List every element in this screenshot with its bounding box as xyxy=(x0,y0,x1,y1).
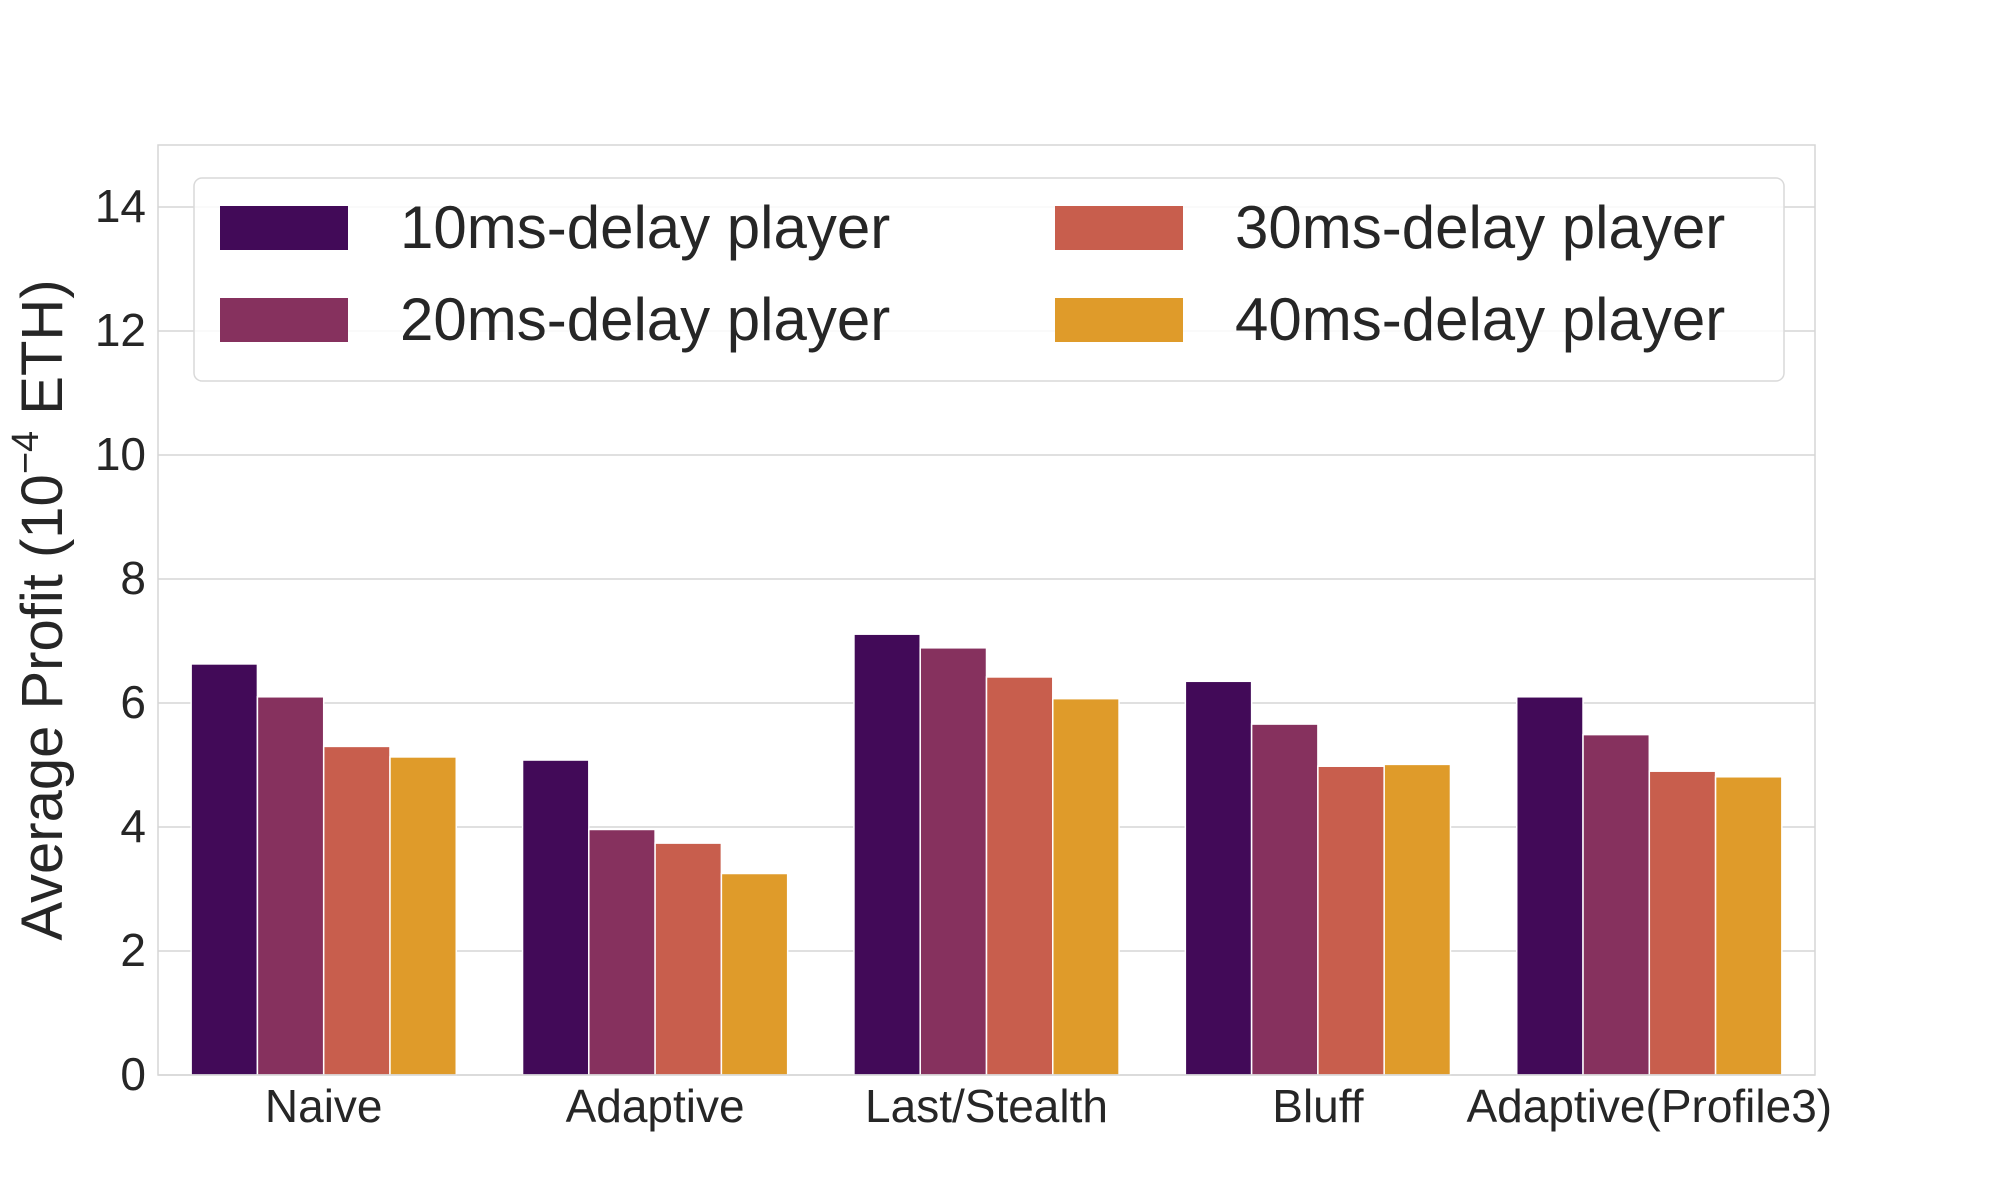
bar-last-stealth-series-3 xyxy=(985,676,1054,1076)
y-tick-label: 2 xyxy=(120,924,146,976)
legend-label-3: 30ms-delay player xyxy=(1235,194,1725,261)
y-axis-ticks: 0 2 4 6 8 10 12 14 xyxy=(95,180,146,1100)
bar-last-stealth-series-4 xyxy=(1052,697,1120,1076)
bar-bluff-series-1 xyxy=(1184,680,1253,1076)
legend-swatch-2 xyxy=(220,298,348,342)
bar-bluff-series-3 xyxy=(1317,765,1385,1076)
bar-last-stealth-series-1 xyxy=(853,633,921,1076)
bar-adaptive-series-2 xyxy=(588,828,656,1076)
bar-adaptive-series-4 xyxy=(720,872,789,1076)
x-tick-label: Last/Stealth xyxy=(865,1080,1108,1132)
bar-adaptive-series-3 xyxy=(654,842,723,1076)
y-tick-label: 6 xyxy=(120,676,146,728)
bar-naive-series-4 xyxy=(389,756,458,1076)
legend-label-2: 20ms-delay player xyxy=(400,286,890,353)
y-axis-title-exponent: −4 xyxy=(5,431,47,474)
y-axis-title-main: Average Profit (10 xyxy=(10,474,75,940)
y-tick-label: 8 xyxy=(120,552,146,604)
y-axis-title-suffix: ETH) xyxy=(10,279,75,430)
bar-bluff-series-4 xyxy=(1383,763,1452,1076)
x-axis-ticks: Naive Adaptive Last/Stealth Bluff Adaptive(P… xyxy=(265,1080,1832,1132)
bars xyxy=(190,633,1783,1076)
bar-adaptive-profile3--series-1 xyxy=(1515,696,1584,1076)
y-tick-label: 4 xyxy=(120,800,146,852)
x-tick-label: Bluff xyxy=(1272,1080,1363,1132)
legend-label-4: 40ms-delay player xyxy=(1235,286,1725,353)
bar-naive-series-1 xyxy=(190,663,259,1076)
legend-swatch-4 xyxy=(1055,298,1183,342)
y-tick-label: 14 xyxy=(95,180,146,232)
y-tick-label: 0 xyxy=(120,1048,146,1100)
bar-bluff-series-2 xyxy=(1250,723,1319,1076)
y-axis-title: Average Profit (10−4 ETH) xyxy=(5,279,75,940)
bar-adaptive-profile3--series-2 xyxy=(1582,733,1651,1076)
y-tick-label: 12 xyxy=(95,304,146,356)
bar-naive-series-3 xyxy=(322,745,391,1076)
bar-naive-series-2 xyxy=(256,696,325,1076)
x-tick-label: Adaptive xyxy=(566,1080,745,1132)
bar-last-stealth-series-2 xyxy=(919,647,988,1076)
bar-adaptive-series-1 xyxy=(521,759,590,1076)
legend-swatch-1 xyxy=(220,206,348,250)
x-tick-label: Naive xyxy=(265,1080,383,1132)
y-tick-label: 10 xyxy=(95,428,146,480)
legend-swatch-3 xyxy=(1055,206,1183,250)
legend-label-1: 10ms-delay player xyxy=(400,194,890,261)
plot-frame xyxy=(157,144,1816,1076)
legend-frame xyxy=(193,177,1785,382)
x-tick-label: Adaptive(Profile3) xyxy=(1466,1080,1832,1132)
bar-adaptive-profile3--series-4 xyxy=(1714,776,1783,1076)
legend: 10ms-delay player 20ms-delay player 30ms-d… xyxy=(193,177,1785,382)
bar-adaptive-profile3--series-3 xyxy=(1648,770,1717,1076)
